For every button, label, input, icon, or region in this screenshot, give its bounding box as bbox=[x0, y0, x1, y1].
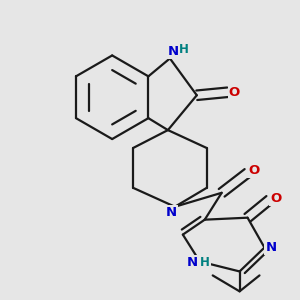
Text: O: O bbox=[270, 192, 282, 205]
Text: H: H bbox=[200, 256, 210, 269]
Text: O: O bbox=[248, 164, 260, 177]
Text: N: N bbox=[187, 256, 198, 269]
Text: H: H bbox=[179, 43, 189, 56]
Text: N: N bbox=[167, 45, 178, 58]
Text: N: N bbox=[266, 241, 277, 254]
Text: O: O bbox=[229, 86, 240, 99]
Text: N: N bbox=[166, 206, 177, 219]
